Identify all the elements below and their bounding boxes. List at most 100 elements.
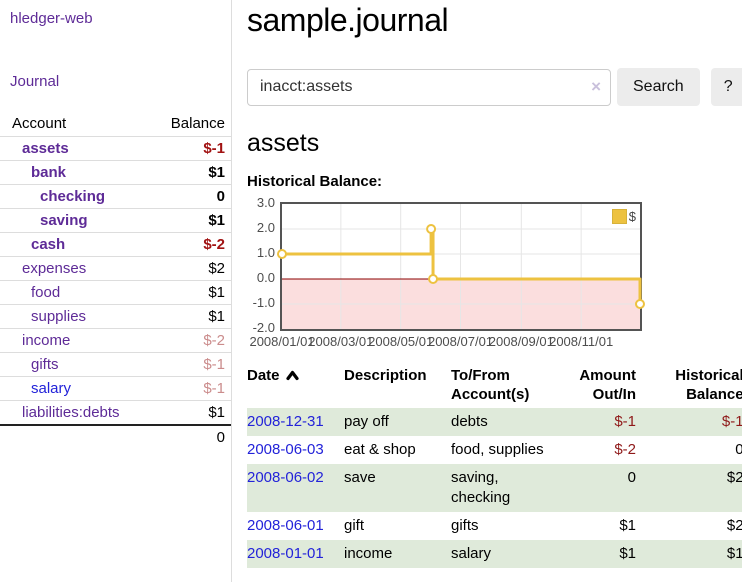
register-cell-balance: $2 [726, 517, 742, 534]
chart-y-tick: -2.0 [252, 320, 275, 335]
account-balance: $-1 [203, 380, 225, 397]
transaction-date-link[interactable]: 2008-06-02 [247, 469, 324, 486]
search-button[interactable]: Search [617, 68, 700, 106]
account-link-saving[interactable]: saving [40, 212, 88, 229]
chart-x-tick: 2008/01/01 [249, 334, 315, 349]
account-link-cash[interactable]: cash [31, 236, 66, 253]
chart-y-tick: 3.0 [256, 195, 275, 210]
account-link-checking[interactable]: checking [40, 188, 106, 205]
register-cell-amount: $1 [619, 545, 636, 562]
legend-swatch-icon [611, 209, 627, 224]
account-balance: $1 [208, 212, 225, 229]
register-cell-accounts: salary [451, 545, 492, 562]
register-cell-description: save [344, 469, 376, 486]
account-row: saving $1 [0, 208, 231, 233]
register-cell-description: eat & shop [344, 441, 416, 458]
sort-asc-icon [285, 370, 299, 381]
transaction-date-link[interactable]: 2008-12-31 [247, 413, 324, 430]
accounts-total-value: 0 [216, 429, 225, 446]
register-cell-balance: 0 [735, 441, 742, 458]
account-row: cash $-2 [0, 232, 231, 257]
chart-legend: $ [611, 209, 636, 224]
register-table: Date Description To/From Account(s) Amou… [247, 364, 742, 568]
register-row: 2008-06-01 gift gifts $1 $2 [247, 512, 742, 540]
search-bar: × Search ? [247, 68, 742, 106]
chart-x-tick: 2008/05/01 [368, 334, 434, 349]
register-cell-balance: $1 [726, 545, 742, 562]
account-row: food $1 [0, 280, 231, 305]
account-balance: $2 [208, 260, 225, 277]
account-row: income $-2 [0, 328, 231, 353]
account-link-food[interactable]: food [31, 284, 61, 301]
register-cell-date: 2008-06-03 [247, 436, 344, 464]
register-cell-date: 2008-06-01 [247, 512, 344, 540]
account-balance: $1 [208, 284, 225, 301]
chart-x-tick: 2008/11/01 [549, 334, 614, 349]
register-header-date[interactable]: Date [247, 364, 344, 408]
transaction-date-link[interactable]: 2008-01-01 [247, 545, 324, 562]
account-row: gifts $-1 [0, 352, 231, 377]
chart-x-tick: 2008/07/01 [427, 334, 494, 349]
account-link-assets[interactable]: assets [22, 140, 69, 157]
chart-y-tick: 2.0 [256, 220, 275, 235]
register-cell-amount: 0 [627, 469, 636, 486]
register-row: 2008-12-31 pay off debts $-1 $-1 [247, 408, 742, 436]
account-link-income[interactable]: income [22, 332, 71, 349]
chart-y-tick: -1.0 [252, 295, 275, 310]
account-link-salary[interactable]: salary [31, 380, 72, 397]
account-balance: $1 [208, 308, 225, 325]
account-row: salary $-1 [0, 376, 231, 401]
chart-y-tick: 1.0 [256, 245, 275, 260]
account-balance: $-1 [203, 356, 225, 373]
help-button[interactable]: ? [710, 68, 742, 106]
register-header-description: Description [344, 367, 427, 384]
legend-label: $ [628, 209, 636, 224]
register-header-balance: Historical Balance [675, 367, 742, 403]
clear-search-icon[interactable]: × [591, 76, 601, 96]
account-link-supplies[interactable]: supplies [31, 308, 87, 325]
search-input-wrap: × [247, 68, 611, 106]
account-row: expenses $2 [0, 256, 231, 281]
register-cell-description: gift [344, 517, 365, 534]
accounts-header-balance: Balance [170, 115, 225, 132]
register-cell-balance: $-1 [721, 413, 742, 430]
register-cell-amount: $-2 [614, 441, 636, 458]
account-row: assets $-1 [0, 136, 231, 161]
transaction-date-link[interactable]: 2008-06-01 [247, 517, 324, 534]
account-row: checking 0 [0, 184, 231, 209]
app-title-link[interactable]: hledger-web [10, 10, 93, 27]
transaction-date-link[interactable]: 2008-06-03 [247, 441, 324, 458]
balance-chart-plot[interactable]: $ [277, 202, 645, 331]
register-cell-balance: $2 [726, 469, 742, 486]
register-cell-amount: $1 [619, 517, 636, 534]
account-row: liabilities:debts $1 [0, 400, 231, 426]
account-link-bank[interactable]: bank [31, 164, 67, 181]
register-header-row: Date Description To/From Account(s) Amou… [247, 364, 742, 408]
accounts-total-row: 0 [0, 425, 231, 449]
accounts-header-account: Account [12, 115, 67, 132]
nav-journal-link[interactable]: Journal [10, 73, 60, 90]
sidebar: hledger-web Journal Account Balance asse… [0, 0, 232, 582]
search-input[interactable] [247, 68, 611, 106]
register-header-accounts: To/From Account(s) [451, 367, 530, 403]
register-cell-accounts: food, supplies [451, 441, 544, 458]
register-cell-accounts: saving, checking [451, 469, 511, 506]
register-cell-amount: $-1 [614, 413, 636, 430]
account-link-expenses[interactable]: expenses [22, 260, 87, 277]
register-header-amount: Amount Out/In [579, 367, 636, 403]
account-balance: 0 [216, 188, 225, 205]
main-panel: sample.journal × Search ? assets Histori… [232, 0, 742, 582]
register-cell-description: income [344, 545, 393, 562]
account-balance: $-2 [203, 236, 225, 253]
register-cell-date: 2008-06-02 [247, 464, 344, 512]
register-row: 2008-06-02 save saving, checking 0 $2 [247, 464, 742, 512]
register-cell-description: pay off [344, 413, 389, 430]
account-link-gifts[interactable]: gifts [31, 356, 59, 373]
account-balance: $1 [208, 164, 225, 181]
account-row: bank $1 [0, 160, 231, 185]
account-link-liabilities-debts[interactable]: liabilities:debts [22, 404, 120, 421]
page-title: sample.journal [247, 2, 449, 38]
account-balance: $1 [208, 404, 225, 421]
chart-x-tick: 2008/09/01 [488, 334, 554, 349]
